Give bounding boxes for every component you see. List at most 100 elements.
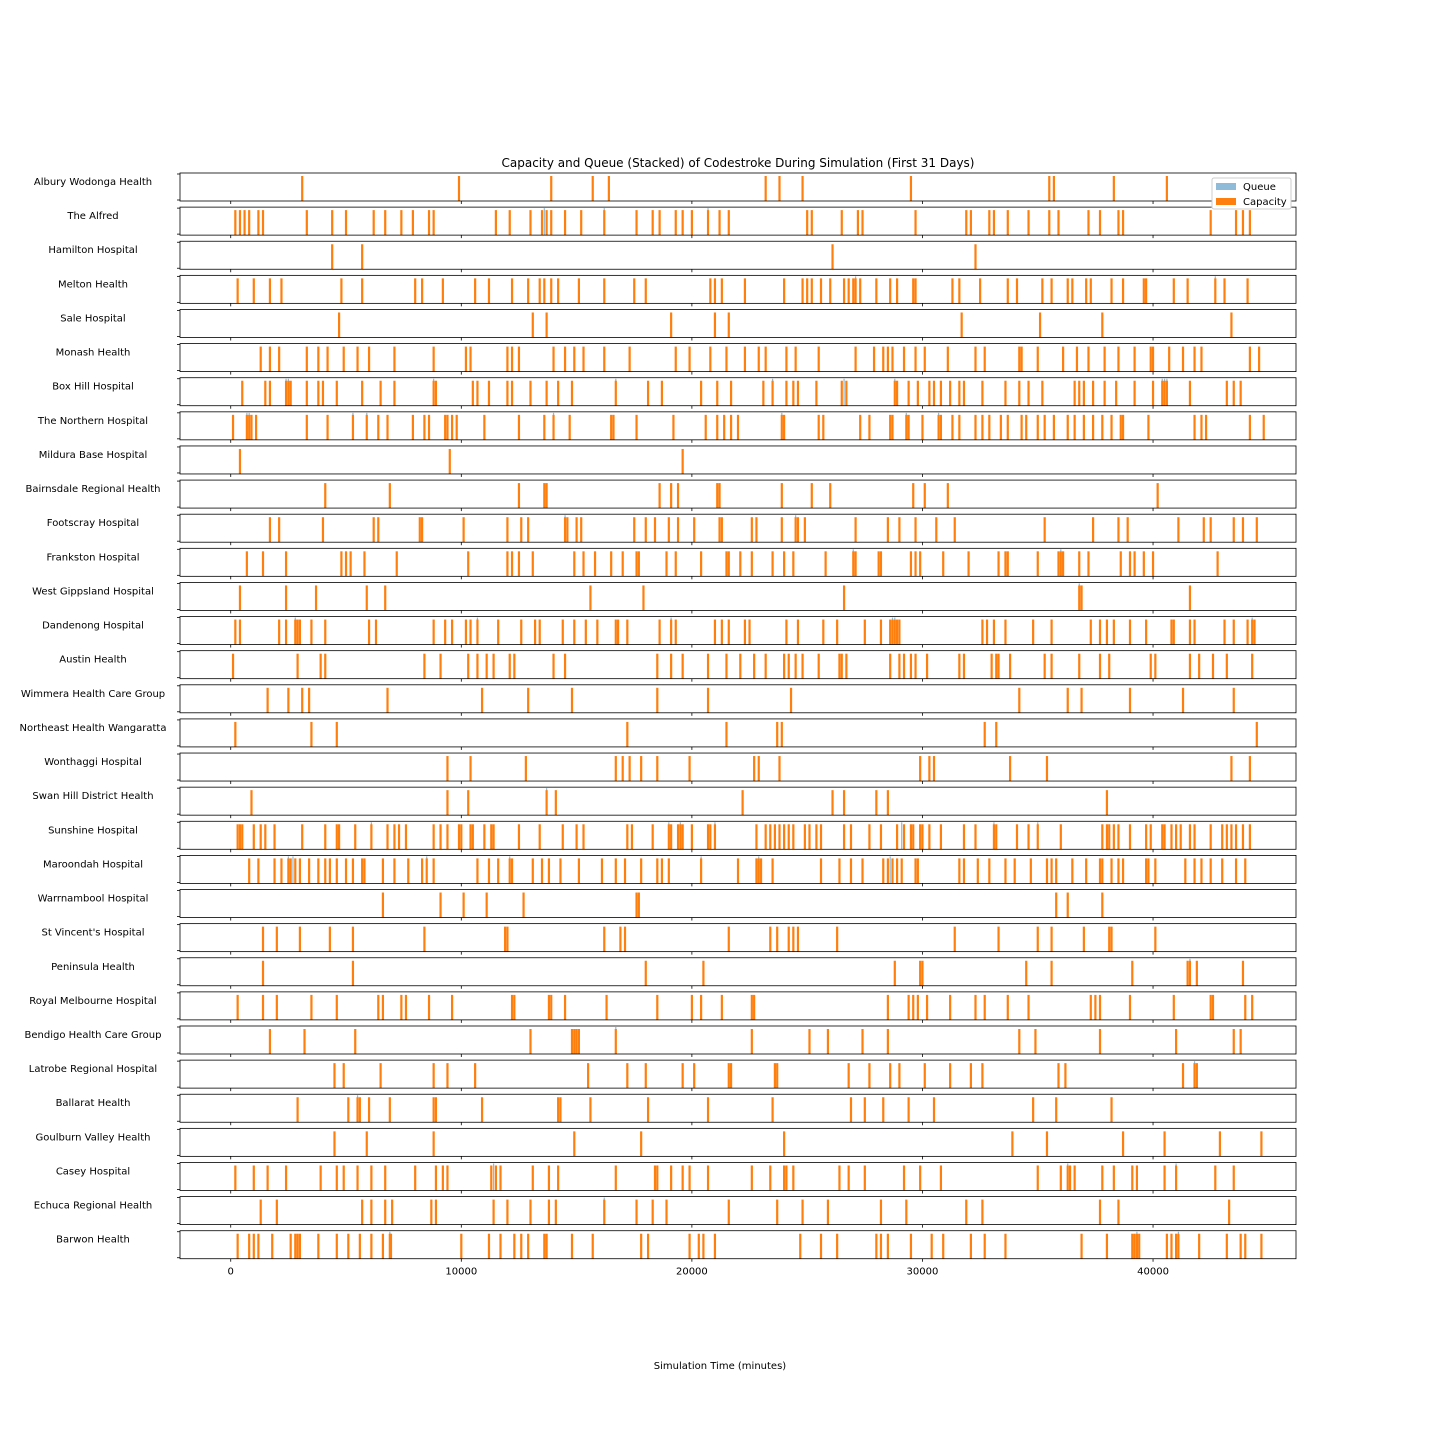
capacity-bar <box>1027 994 1030 1020</box>
capacity-bar <box>1020 414 1023 440</box>
capacity-bar <box>1149 653 1152 679</box>
panel-label: Wimmera Health Care Group <box>21 689 165 700</box>
capacity-bar <box>709 278 712 304</box>
capacity-bar <box>356 1165 359 1191</box>
capacity-bar <box>1188 585 1192 611</box>
capacity-bar <box>792 824 795 850</box>
capacity-bar <box>367 1097 371 1123</box>
capacity-bar <box>1193 414 1196 440</box>
capacity-bar <box>1193 346 1196 372</box>
capacity-bar <box>912 824 915 850</box>
capacity-bar <box>487 380 491 406</box>
capacity-bar <box>563 653 567 679</box>
panel-label: Northeast Health Wangaratta <box>20 723 167 734</box>
capacity-bar <box>603 926 606 952</box>
capacity-bar <box>589 1097 592 1123</box>
capacity-bar <box>259 346 262 372</box>
capacity-bar <box>916 994 919 1020</box>
capacity-bar <box>640 858 643 884</box>
capacity-bar <box>1057 551 1060 577</box>
capacity-bar <box>817 414 820 440</box>
capacity-bar <box>570 1233 574 1259</box>
capacity-bar <box>743 346 747 372</box>
capacity-bar <box>656 687 659 713</box>
capacity-bar <box>381 858 385 884</box>
capacity-bar <box>552 653 555 679</box>
capacity-bar <box>861 858 864 884</box>
capacity-bar <box>1251 994 1254 1020</box>
capacity-bar <box>570 1029 574 1054</box>
capacity-bar <box>1041 380 1044 406</box>
capacity-bar <box>1151 346 1155 372</box>
capacity-bar <box>324 619 327 645</box>
panel-frame <box>179 1230 1297 1260</box>
capacity-bar <box>907 994 910 1020</box>
queue-bar <box>901 822 903 850</box>
capacity-bar <box>1209 858 1212 884</box>
capacity-bar <box>902 824 906 850</box>
panel: Bendigo Health Care Group <box>25 1025 1297 1057</box>
capacity-bar <box>1193 858 1196 884</box>
panel-label: Sale Hospital <box>60 313 125 324</box>
capacity-bar <box>875 790 878 816</box>
capacity-bar <box>619 926 622 952</box>
panel: Swan Hill District Health <box>32 786 1297 819</box>
capacity-bar <box>1232 380 1235 406</box>
capacity-bar <box>676 824 680 850</box>
panel: Royal Melbourne Hospital <box>29 991 1297 1023</box>
capacity-bar <box>301 824 304 850</box>
capacity-bar <box>425 858 428 884</box>
capacity-bar <box>847 278 850 304</box>
capacity-bar <box>1241 517 1245 543</box>
capacity-bar <box>785 346 788 372</box>
capacity-bar <box>1251 653 1254 679</box>
panel: West Gippsland Hospital <box>32 582 1297 614</box>
capacity-bar <box>667 858 670 884</box>
capacity-bar <box>464 619 468 645</box>
panel-label: Bendigo Health Care Group <box>25 1030 162 1041</box>
capacity-bar <box>919 960 922 986</box>
capacity-bar <box>849 1097 853 1123</box>
capacity-bar <box>1177 1233 1180 1259</box>
capacity-bar <box>432 619 435 645</box>
capacity-bar <box>301 176 304 201</box>
capacity-bar <box>1244 858 1247 884</box>
capacity-bar <box>531 858 534 884</box>
capacity-bar <box>1082 380 1085 406</box>
capacity-bar <box>1117 824 1120 850</box>
capacity-bar <box>384 1199 387 1225</box>
capacity-bar <box>1045 858 1049 884</box>
panel-label: Hamilton Hospital <box>48 245 137 256</box>
capacity-bar <box>716 414 719 440</box>
capacity-bar <box>361 244 364 270</box>
capacity-bar <box>582 346 585 372</box>
capacity-bar <box>367 346 371 372</box>
capacity-bar <box>457 176 461 201</box>
panel-frame <box>179 957 1297 987</box>
capacity-bar <box>1087 551 1090 577</box>
capacity-bar <box>817 653 820 679</box>
panel-label: Warrnambool Hospital <box>38 894 149 905</box>
capacity-bar <box>400 994 403 1020</box>
capacity-bar <box>787 653 790 679</box>
capacity-bar <box>665 1199 668 1225</box>
legend-label-capacity: Capacity <box>1243 197 1287 208</box>
capacity-bar <box>983 346 986 372</box>
capacity-bar <box>729 414 733 440</box>
capacity-bar <box>550 176 553 201</box>
capacity-bar <box>527 1233 530 1259</box>
capacity-bar <box>863 1097 866 1123</box>
capacity-bar <box>1188 380 1192 406</box>
capacity-bar <box>427 414 431 440</box>
capacity-bar <box>1128 551 1132 577</box>
capacity-bar <box>780 721 783 747</box>
capacity-bar <box>914 278 917 304</box>
capacity-bar <box>949 1063 952 1089</box>
capacity-bar <box>331 210 334 236</box>
capacity-bar <box>912 278 915 304</box>
capacity-bar <box>882 858 885 884</box>
panel: Echuca Regional Health <box>34 1196 1297 1228</box>
panel-label: Monash Health <box>56 348 131 359</box>
capacity-bar <box>932 756 936 782</box>
capacity-bar <box>836 619 839 645</box>
